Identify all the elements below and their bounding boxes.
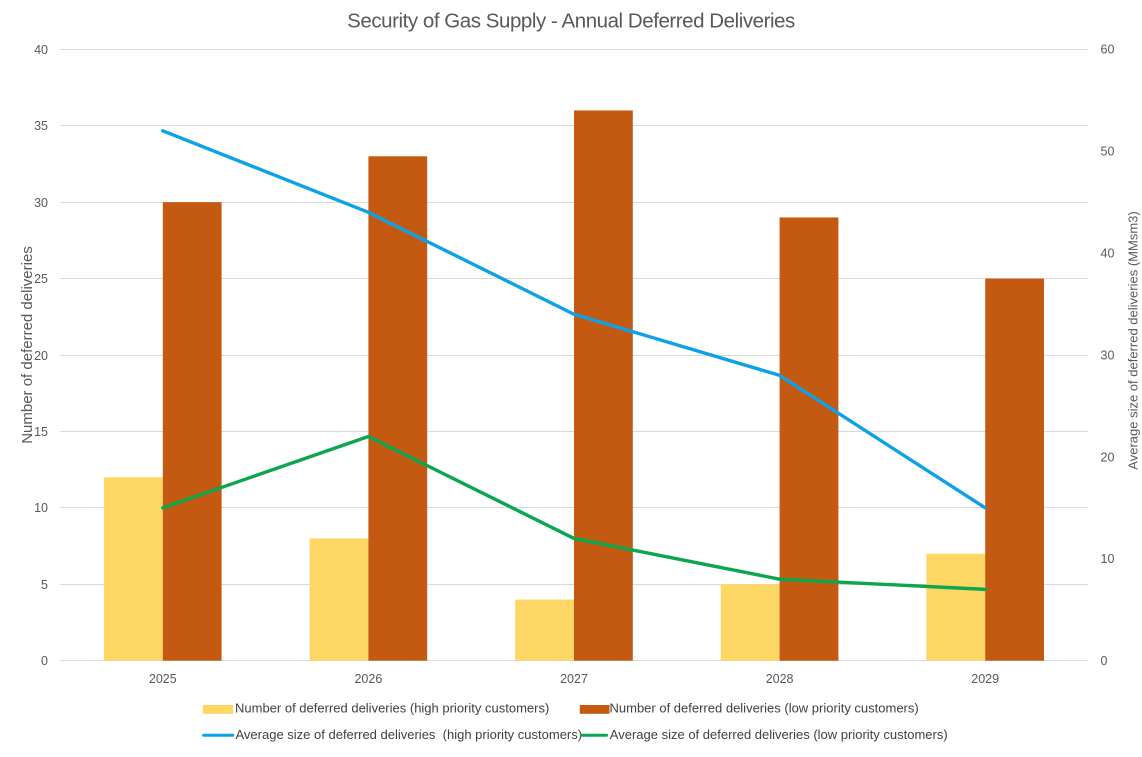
svg-text:40: 40 <box>34 43 48 57</box>
svg-text:Average size of deferred deliv: Average size of deferred deliveries (hig… <box>236 727 583 742</box>
svg-text:20: 20 <box>34 349 48 363</box>
svg-text:25: 25 <box>34 272 48 286</box>
svg-text:50: 50 <box>1101 145 1115 159</box>
svg-text:20: 20 <box>1101 450 1115 464</box>
svg-text:Number of deferred deliveries: Number of deferred deliveries (high prio… <box>235 700 549 715</box>
svg-text:Security of Gas Supply - Annua: Security of Gas Supply - Annual Deferred… <box>347 9 795 32</box>
svg-text:2029: 2029 <box>971 672 999 686</box>
svg-text:35: 35 <box>34 119 48 133</box>
svg-text:30: 30 <box>34 196 48 210</box>
svg-text:10: 10 <box>1101 552 1115 566</box>
svg-text:2026: 2026 <box>354 672 382 686</box>
svg-text:30: 30 <box>1101 348 1115 362</box>
svg-text:40: 40 <box>1101 247 1115 261</box>
svg-text:10: 10 <box>34 501 48 515</box>
svg-text:2028: 2028 <box>766 672 794 686</box>
svg-text:Average size of deferred deliv: Average size of deferred deliveries (MMs… <box>1126 211 1141 469</box>
svg-text:0: 0 <box>1101 654 1108 668</box>
svg-text:60: 60 <box>1101 43 1115 57</box>
svg-text:Average size of deferred deliv: Average size of deferred deliveries (low… <box>610 727 948 742</box>
svg-text:Number of deferred deliveries: Number of deferred deliveries <box>19 246 36 444</box>
svg-text:2027: 2027 <box>560 672 588 686</box>
svg-text:Number of deferred deliveries: Number of deferred deliveries (low prior… <box>610 700 919 715</box>
svg-text:0: 0 <box>41 654 48 668</box>
svg-text:2025: 2025 <box>149 672 177 686</box>
svg-text:15: 15 <box>34 425 48 439</box>
svg-text:5: 5 <box>41 578 48 592</box>
